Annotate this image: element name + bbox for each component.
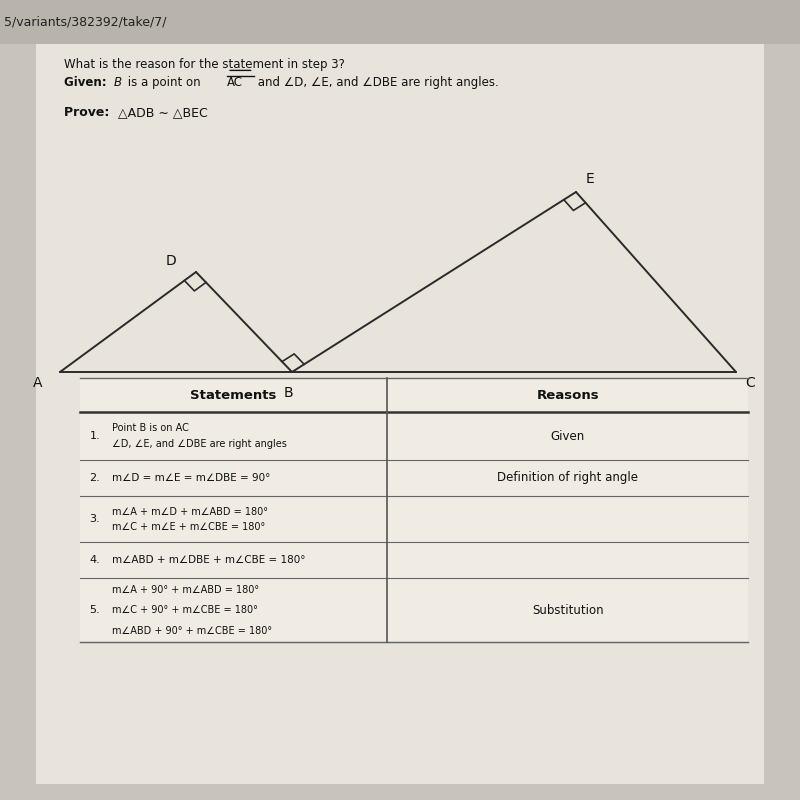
Text: and ∠D, ∠E, and ∠DBE are right angles.: and ∠D, ∠E, and ∠DBE are right angles. (254, 76, 499, 89)
Text: Reasons: Reasons (536, 389, 599, 402)
Text: 5/variants/382392/take/7/: 5/variants/382392/take/7/ (4, 16, 166, 29)
Text: Given:: Given: (64, 76, 110, 89)
FancyBboxPatch shape (80, 378, 748, 642)
Text: m∠C + m∠E + m∠CBE = 180°: m∠C + m∠E + m∠CBE = 180° (112, 522, 266, 532)
Text: is a point on: is a point on (124, 76, 204, 89)
Text: 5.: 5. (90, 606, 100, 615)
Text: Given: Given (550, 430, 585, 442)
Text: What is the reason for the statement in step 3?: What is the reason for the statement in … (64, 58, 345, 70)
Text: Statements: Statements (190, 389, 277, 402)
Text: ∠D, ∠E, and ∠DBE are right angles: ∠D, ∠E, and ∠DBE are right angles (112, 438, 287, 449)
Text: 3.: 3. (90, 514, 100, 524)
Text: Prove:: Prove: (64, 106, 114, 119)
Text: 4.: 4. (90, 555, 100, 566)
Text: m∠A + 90° + m∠ABD = 180°: m∠A + 90° + m∠ABD = 180° (112, 585, 259, 595)
Text: AC: AC (227, 76, 243, 89)
Text: △ADB ∼ △BEC: △ADB ∼ △BEC (118, 106, 208, 119)
Text: B: B (114, 76, 122, 89)
Text: m∠D = m∠E = m∠DBE = 90°: m∠D = m∠E = m∠DBE = 90° (112, 473, 270, 483)
Text: Substitution: Substitution (532, 604, 603, 617)
Text: m∠ABD + m∠DBE + m∠CBE = 180°: m∠ABD + m∠DBE + m∠CBE = 180° (112, 555, 306, 566)
Text: C: C (746, 376, 755, 390)
Text: Definition of right angle: Definition of right angle (497, 471, 638, 485)
Text: E: E (586, 172, 594, 186)
Text: A: A (33, 376, 42, 390)
Text: B: B (283, 386, 293, 400)
Text: m∠ABD + 90° + m∠CBE = 180°: m∠ABD + 90° + m∠CBE = 180° (112, 626, 272, 636)
Text: 1.: 1. (90, 431, 100, 441)
Text: D: D (166, 254, 176, 268)
Text: m∠A + m∠D + m∠ABD = 180°: m∠A + m∠D + m∠ABD = 180° (112, 506, 268, 517)
Text: Point B is on AC: Point B is on AC (112, 423, 189, 434)
Text: 2.: 2. (90, 473, 100, 483)
Text: m∠C + 90° + m∠CBE = 180°: m∠C + 90° + m∠CBE = 180° (112, 606, 258, 615)
FancyBboxPatch shape (0, 0, 800, 44)
FancyBboxPatch shape (36, 20, 764, 784)
